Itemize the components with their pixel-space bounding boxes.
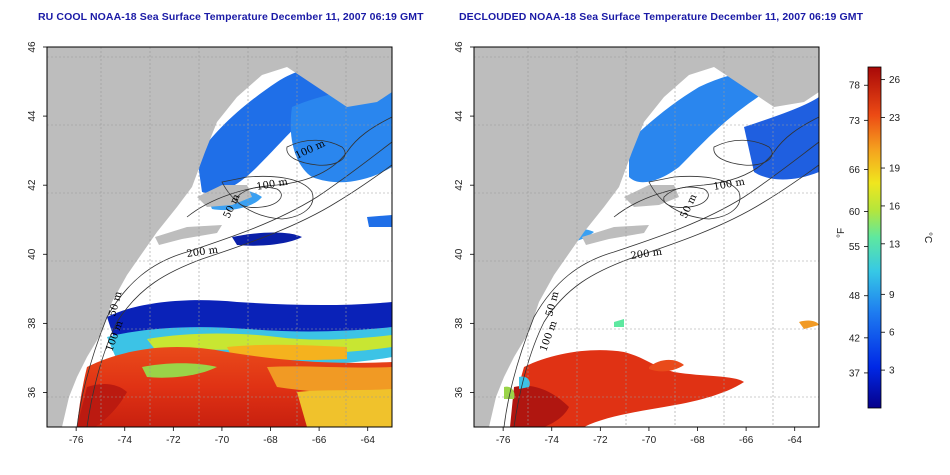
- fahrenheit-tick-label: 78: [849, 81, 861, 92]
- lon-tick-label: -70: [215, 435, 230, 446]
- lon-tick-label: -72: [166, 435, 181, 446]
- lat-tick-label: 42: [27, 179, 38, 191]
- lon-tick-label: -74: [118, 435, 133, 446]
- celsius-tick-label: 16: [889, 201, 901, 212]
- colorbar-ticks: 26 23 19 16 13 9 6 3 78 73 66 60 55 48 42 37: [849, 75, 901, 379]
- celsius-tick-label: 9: [889, 290, 895, 301]
- celsius-tick-label: 19: [889, 164, 901, 175]
- lon-tick-label: -66: [312, 435, 327, 446]
- lon-tick-label: -72: [593, 435, 608, 446]
- lon-tick-label: -74: [545, 435, 560, 446]
- colorbar-gradient: [867, 66, 882, 409]
- left-map: 100 m 100 m 50 m 200 m 50 m 100 m: [46, 46, 393, 428]
- lat-tick-label: 38: [27, 317, 38, 329]
- right-map: 100 m 50 m 200 m 50 m 100 m: [473, 46, 820, 428]
- lon-tick-label: -64: [360, 435, 375, 446]
- lat-tick-label: 44: [454, 110, 465, 122]
- contour-label: 200 m: [186, 245, 219, 260]
- lon-tick-label: -64: [787, 435, 802, 446]
- lon-tick-label: -76: [496, 435, 511, 446]
- colorbar: °F °C 26 23 19 16 13 9 6 3 78 73 66 60 55 48 42 37: [836, 66, 933, 409]
- fahrenheit-tick-label: 42: [849, 333, 861, 344]
- axis-ticks: -76 -74 -72 -70 -68 -66 -64 46 44 42 40 38 36 -76 -74 -…: [27, 41, 802, 446]
- fahrenheit-tick-label: 66: [849, 165, 861, 176]
- celsius-tick-label: 26: [889, 75, 901, 86]
- lat-tick-label: 46: [454, 41, 465, 53]
- lat-tick-label: 36: [454, 386, 465, 398]
- celsius-unit-label: °C: [922, 232, 933, 243]
- celsius-tick-label: 13: [889, 239, 901, 250]
- lon-tick-label: -76: [69, 435, 84, 446]
- lon-tick-label: -68: [263, 435, 278, 446]
- fahrenheit-tick-label: 73: [849, 116, 861, 127]
- right-panel-title: DECLOUDED NOAA-18 Sea Surface Temperatur…: [459, 11, 864, 23]
- contour-label: 200 m: [630, 247, 663, 262]
- lat-tick-label: 40: [27, 248, 38, 260]
- fahrenheit-unit-label: °F: [836, 228, 847, 238]
- lat-tick-label: 42: [454, 179, 465, 191]
- fahrenheit-tick-label: 37: [849, 368, 861, 379]
- fahrenheit-tick-label: 60: [849, 207, 861, 218]
- left-panel-title: RU COOL NOAA-18 Sea Surface Temperature …: [38, 11, 424, 23]
- lat-tick-label: 40: [454, 248, 465, 260]
- lon-tick-label: -66: [739, 435, 754, 446]
- lon-tick-label: -70: [642, 435, 657, 446]
- celsius-tick-label: 23: [889, 113, 901, 124]
- celsius-tick-label: 6: [889, 328, 895, 339]
- lat-tick-label: 36: [27, 386, 38, 398]
- lon-tick-label: -68: [690, 435, 705, 446]
- fahrenheit-tick-label: 48: [849, 291, 861, 302]
- celsius-tick-label: 3: [889, 366, 895, 377]
- lat-tick-label: 44: [27, 110, 38, 122]
- lat-tick-label: 46: [27, 41, 38, 53]
- lat-tick-label: 38: [454, 317, 465, 329]
- fahrenheit-tick-label: 55: [849, 242, 861, 253]
